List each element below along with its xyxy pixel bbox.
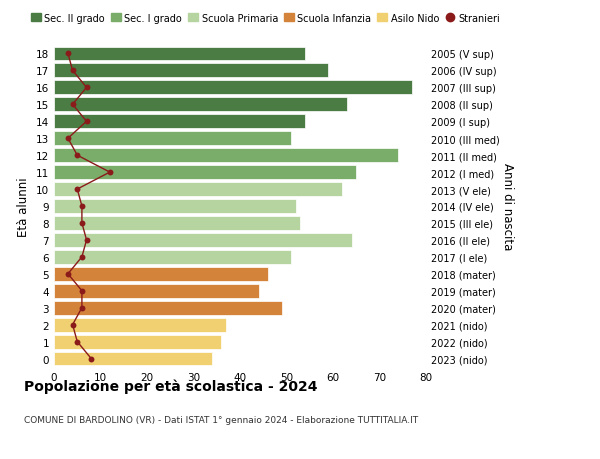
Bar	[54, 200, 296, 213]
Bar	[54, 183, 342, 196]
Bar	[54, 149, 398, 163]
Point	[68, 321, 77, 329]
Point	[73, 338, 82, 346]
Point	[63, 270, 73, 278]
Bar	[54, 132, 291, 146]
Point	[82, 237, 91, 244]
Point	[86, 355, 96, 363]
Bar	[54, 98, 347, 112]
Point	[77, 203, 87, 210]
Point	[63, 50, 73, 58]
Bar	[54, 335, 221, 349]
Bar	[54, 217, 301, 230]
Bar	[54, 267, 268, 281]
Y-axis label: Anni di nascita: Anni di nascita	[500, 163, 514, 250]
Point	[68, 101, 77, 109]
Text: Popolazione per età scolastica - 2024: Popolazione per età scolastica - 2024	[24, 379, 317, 393]
Point	[77, 287, 87, 295]
Bar	[54, 234, 352, 247]
Point	[82, 84, 91, 92]
Bar	[54, 166, 356, 179]
Bar	[54, 115, 305, 129]
Bar	[54, 64, 328, 78]
Point	[77, 304, 87, 312]
Bar	[54, 352, 212, 366]
Bar	[54, 250, 291, 264]
Bar	[54, 301, 282, 315]
Point	[77, 220, 87, 227]
Point	[82, 118, 91, 126]
Text: COMUNE DI BARDOLINO (VR) - Dati ISTAT 1° gennaio 2024 - Elaborazione TUTTITALIA.: COMUNE DI BARDOLINO (VR) - Dati ISTAT 1°…	[24, 415, 418, 425]
Point	[68, 67, 77, 75]
Point	[73, 152, 82, 159]
Point	[77, 254, 87, 261]
Bar	[54, 284, 259, 298]
Y-axis label: Età alunni: Età alunni	[17, 177, 31, 236]
Bar	[54, 318, 226, 332]
Point	[105, 169, 115, 176]
Bar	[54, 81, 412, 95]
Legend: Sec. II grado, Sec. I grado, Scuola Primaria, Scuola Infanzia, Asilo Nido, Stran: Sec. II grado, Sec. I grado, Scuola Prim…	[29, 12, 502, 26]
Point	[73, 186, 82, 193]
Point	[63, 135, 73, 143]
Bar	[54, 47, 305, 62]
